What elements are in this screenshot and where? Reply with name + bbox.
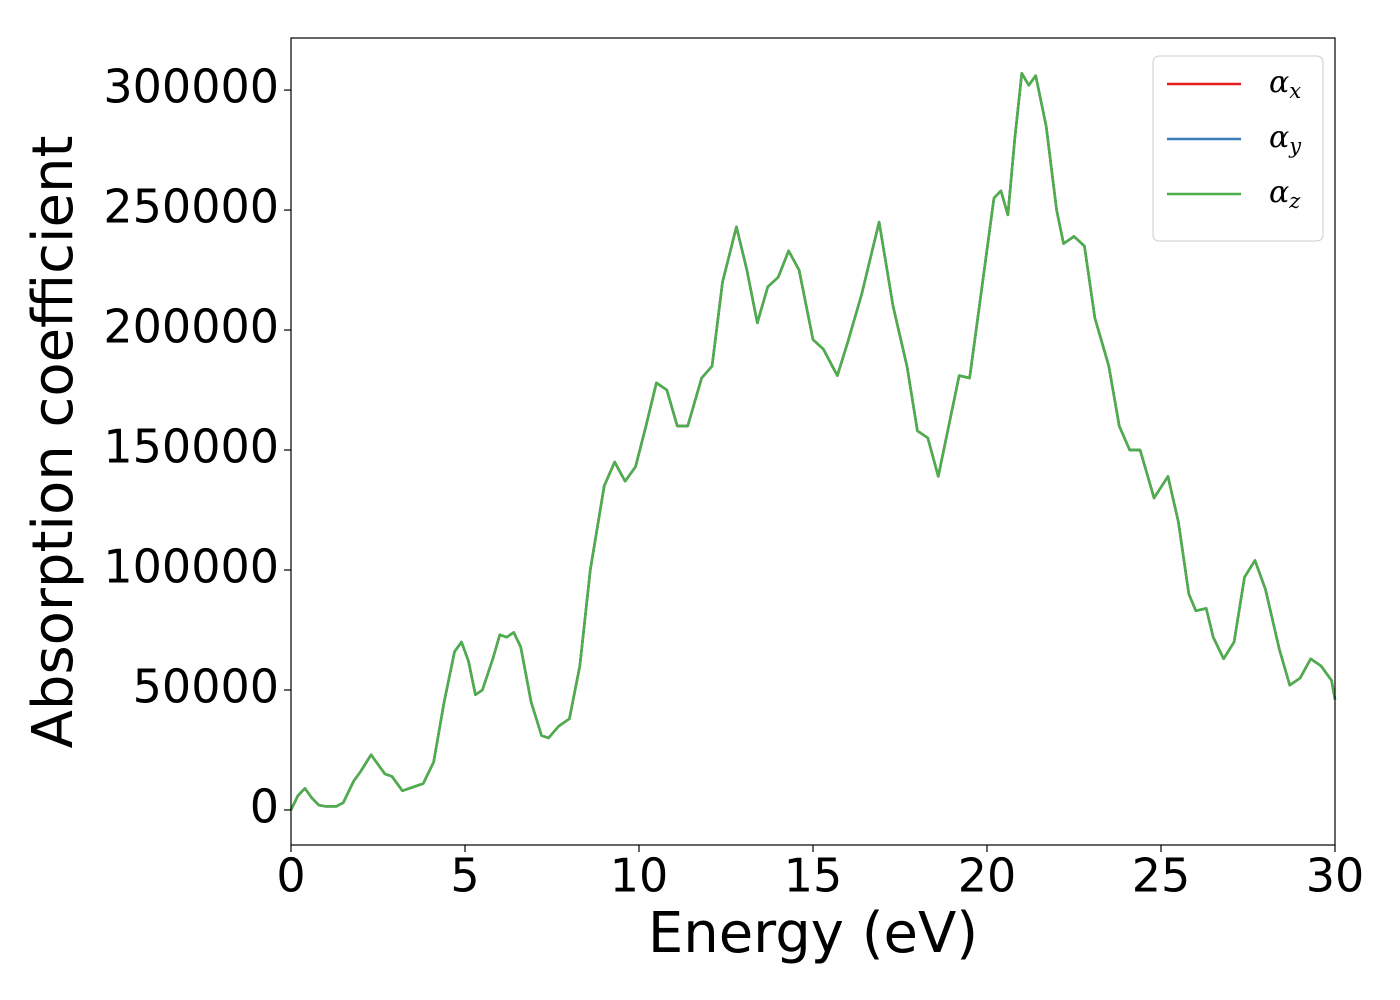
legend-label: αz — [1269, 175, 1301, 213]
x-tick-label: 25 — [1132, 849, 1191, 903]
y-tick-label: 250000 — [103, 180, 279, 234]
y-tick-label: 300000 — [103, 60, 279, 114]
y-tick-label: 100000 — [103, 540, 279, 594]
x-tick-label: 5 — [450, 849, 479, 903]
x-tick-label: 15 — [784, 849, 843, 903]
plot-frame — [290, 37, 1336, 846]
legend-label: αx — [1269, 65, 1301, 103]
x-axis-label: Energy (eV) — [648, 901, 978, 966]
x-tick-label: 10 — [610, 849, 669, 903]
x-tick-label: 20 — [958, 849, 1017, 903]
data-line — [289, 72, 1337, 811]
x-tick-label: 30 — [1306, 849, 1365, 903]
y-tick-label: 150000 — [103, 420, 279, 474]
x-tick-label: 0 — [276, 849, 305, 903]
y-tick-label: 0 — [250, 779, 279, 833]
y-tick-label: 50000 — [133, 659, 279, 713]
y-tick-label: 200000 — [103, 300, 279, 354]
legend-label: αy — [1269, 120, 1302, 158]
y-axis-label: Absorption coefficient — [21, 136, 86, 749]
